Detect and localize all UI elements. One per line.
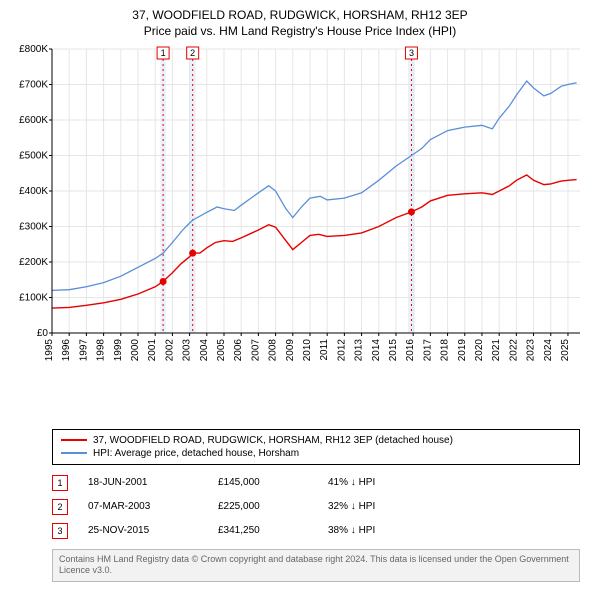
svg-text:2: 2: [190, 48, 195, 58]
svg-text:£800K: £800K: [19, 44, 48, 55]
table-row: 3 25-NOV-2015 £341,250 38% ↓ HPI: [52, 519, 580, 543]
legend-label-hpi: HPI: Average price, detached house, Hors…: [93, 448, 299, 459]
svg-text:2021: 2021: [491, 339, 502, 362]
legend-swatch-hpi: [61, 452, 87, 454]
chart-area: 1 2 3 £0 £100K £200K £300K £400K £500K £600K £700K…: [10, 43, 590, 426]
svg-text:2002: 2002: [164, 339, 175, 362]
svg-text:£100K: £100K: [19, 293, 48, 304]
marker-diff-1: 41% ↓ HPI: [328, 477, 438, 488]
legend: 37, WOODFIELD ROAD, RUDGWICK, HORSHAM, R…: [52, 429, 580, 465]
svg-text:2010: 2010: [302, 339, 313, 362]
chart-title: 37, WOODFIELD ROAD, RUDGWICK, HORSHAM, R…: [10, 8, 590, 39]
marker-badge-2: 2: [52, 499, 68, 515]
marker-price-3: £341,250: [218, 525, 308, 536]
svg-text:1995: 1995: [44, 339, 55, 362]
marker-price-2: £225,000: [218, 501, 308, 512]
legend-item-hpi: HPI: Average price, detached house, Hors…: [61, 447, 571, 460]
svg-text:2022: 2022: [508, 339, 519, 362]
legend-label-property: 37, WOODFIELD ROAD, RUDGWICK, HORSHAM, R…: [93, 435, 453, 446]
svg-text:2017: 2017: [422, 339, 433, 362]
svg-text:2013: 2013: [354, 339, 365, 362]
marker-diff-3: 38% ↓ HPI: [328, 525, 438, 536]
svg-text:2020: 2020: [474, 339, 485, 362]
marker-date-1: 18-JUN-2001: [88, 477, 198, 488]
svg-text:£600K: £600K: [19, 115, 48, 126]
svg-text:£500K: £500K: [19, 151, 48, 162]
legend-item-property: 37, WOODFIELD ROAD, RUDGWICK, HORSHAM, R…: [61, 434, 571, 447]
svg-text:2007: 2007: [250, 339, 261, 362]
svg-text:2008: 2008: [268, 339, 279, 362]
svg-text:3: 3: [409, 48, 414, 58]
svg-text:2015: 2015: [388, 339, 399, 362]
svg-text:1999: 1999: [113, 339, 124, 362]
svg-text:2000: 2000: [130, 339, 141, 362]
svg-text:2012: 2012: [336, 339, 347, 362]
svg-text:1997: 1997: [78, 339, 89, 362]
svg-text:2014: 2014: [371, 339, 382, 362]
svg-text:£200K: £200K: [19, 257, 48, 268]
svg-text:1996: 1996: [61, 339, 72, 362]
svg-text:2006: 2006: [233, 339, 244, 362]
svg-text:2011: 2011: [319, 339, 330, 361]
svg-text:£300K: £300K: [19, 222, 48, 233]
marker-badge-1: 1: [52, 475, 68, 491]
markers-table: 1 18-JUN-2001 £145,000 41% ↓ HPI 2 07-MA…: [52, 471, 580, 543]
svg-text:2009: 2009: [285, 339, 296, 362]
svg-text:1: 1: [161, 48, 166, 58]
footer-attribution: Contains HM Land Registry data © Crown c…: [52, 549, 580, 582]
line-chart-svg: 1 2 3 £0 £100K £200K £300K £400K £500K £600K £700K…: [10, 43, 590, 373]
svg-text:1998: 1998: [96, 339, 107, 362]
svg-text:2018: 2018: [440, 339, 451, 362]
svg-text:2001: 2001: [147, 339, 158, 362]
svg-text:2025: 2025: [560, 339, 571, 362]
title-line-2: Price paid vs. HM Land Registry's House …: [10, 24, 590, 40]
svg-text:£400K: £400K: [19, 186, 48, 197]
svg-text:2019: 2019: [457, 339, 468, 362]
svg-text:£0: £0: [37, 328, 49, 339]
marker-date-2: 07-MAR-2003: [88, 501, 198, 512]
svg-text:2016: 2016: [405, 339, 416, 362]
marker-diff-2: 32% ↓ HPI: [328, 501, 438, 512]
table-row: 2 07-MAR-2003 £225,000 32% ↓ HPI: [52, 495, 580, 519]
svg-text:2024: 2024: [543, 339, 554, 362]
table-row: 1 18-JUN-2001 £145,000 41% ↓ HPI: [52, 471, 580, 495]
svg-text:2023: 2023: [526, 339, 537, 362]
title-line-1: 37, WOODFIELD ROAD, RUDGWICK, HORSHAM, R…: [10, 8, 590, 24]
svg-text:2004: 2004: [199, 339, 210, 362]
legend-swatch-property: [61, 439, 87, 441]
svg-text:£700K: £700K: [19, 80, 48, 91]
marker-price-1: £145,000: [218, 477, 308, 488]
svg-text:2005: 2005: [216, 339, 227, 362]
marker-date-3: 25-NOV-2015: [88, 525, 198, 536]
marker-badge-3: 3: [52, 523, 68, 539]
svg-text:2003: 2003: [182, 339, 193, 362]
chart-container: 37, WOODFIELD ROAD, RUDGWICK, HORSHAM, R…: [0, 0, 600, 590]
